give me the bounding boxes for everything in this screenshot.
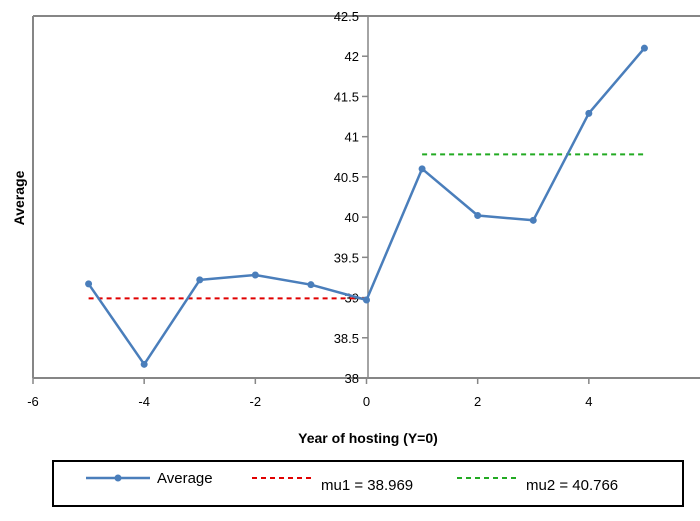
x-tick-label: 0 [363, 394, 370, 409]
y-tick-label: 41 [345, 130, 359, 145]
x-tick-label: -6 [27, 394, 39, 409]
legend-marker [114, 474, 122, 482]
legend-box [52, 460, 684, 507]
data-series [85, 44, 648, 368]
y-tick-label: 39.5 [334, 250, 359, 265]
x-tick-label: -2 [250, 394, 262, 409]
y-axis-label: Average [11, 170, 27, 225]
data-point [585, 109, 593, 117]
legend-label-1: mu1 = 38.969 [321, 477, 413, 494]
y-tick-label: 40.5 [334, 170, 359, 185]
y-tick-label: 41.5 [334, 89, 359, 104]
data-point [307, 281, 315, 289]
data-point [418, 165, 426, 173]
data-point [85, 280, 93, 288]
data-point [251, 271, 259, 279]
data-point [363, 296, 370, 304]
y-tick-label: 42 [345, 49, 359, 64]
y-tick-label: 42.5 [334, 9, 359, 24]
y-tick-label: 40 [345, 210, 359, 225]
data-point [474, 212, 482, 220]
data-point [140, 360, 148, 368]
y-tick-label: 38 [345, 371, 359, 386]
reference-lines [88, 153, 645, 300]
x-tick-label: 2 [474, 394, 481, 409]
data-point [196, 276, 204, 284]
y-tick-label: 38.5 [334, 331, 359, 346]
x-tick-label: -4 [138, 394, 150, 409]
series-line-average [87, 47, 646, 366]
legend-label-2: mu2 = 40.766 [526, 477, 618, 494]
x-tick-label: 4 [585, 394, 592, 409]
legend: Average mu1 = 38.969 mu2 = 40.766 [52, 460, 684, 507]
legend-label-0: Average [157, 470, 213, 487]
data-point [529, 216, 537, 224]
data-point [640, 44, 648, 52]
x-axis-label: Year of hosting (Y=0) [298, 430, 438, 446]
